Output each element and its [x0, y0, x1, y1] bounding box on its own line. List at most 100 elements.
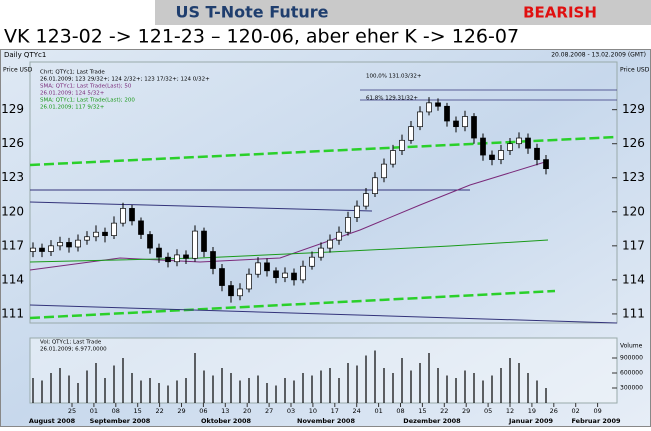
- legend-entry: Chrt; QTYc1; Last Trade: [40, 70, 105, 76]
- month-label: Januar 2009: [508, 417, 553, 425]
- fib-label: 61,8% 129.31/32+: [366, 96, 418, 102]
- candle-body: [120, 208, 126, 224]
- candle-body: [192, 230, 198, 259]
- y-tick-label: 129: [1, 102, 24, 116]
- y-tick-label: 123: [622, 170, 645, 184]
- volume-tick-label: 900000: [620, 355, 643, 362]
- candle-body: [426, 102, 432, 113]
- candle-body: [399, 139, 405, 151]
- x-tick-label: 06: [199, 407, 207, 415]
- candle-body: [93, 231, 99, 238]
- instrument: Daily QTYc1: [4, 51, 46, 59]
- candle-body: [354, 205, 360, 218]
- x-tick-label: 10: [309, 407, 317, 415]
- x-tick-label: 09: [593, 407, 601, 415]
- y-tick-label: 120: [622, 204, 645, 218]
- y-tick-label: 123: [1, 170, 24, 184]
- candle-body: [264, 262, 270, 272]
- header-bar: [155, 0, 651, 25]
- month-label: Oktober 2008: [201, 417, 252, 425]
- sma-50: [29, 161, 546, 271]
- legend-entry: SMA; QTYc1; Last Trade(Last); 200: [40, 98, 135, 104]
- candle-body: [255, 262, 261, 275]
- legend-entry: SMA; QTYc1; Last Trade(Last); 50: [40, 84, 132, 90]
- candle-body: [165, 256, 171, 263]
- candle-body: [516, 137, 522, 145]
- x-tick-label: 08: [112, 407, 120, 415]
- candle-body: [309, 256, 315, 267]
- x-tick-label: 22: [155, 407, 163, 415]
- x-tick-label: 26: [550, 407, 558, 415]
- candle-body: [408, 126, 414, 141]
- x-tick-label: 20: [243, 407, 251, 415]
- candle-body: [534, 147, 540, 160]
- price-panel: [29, 61, 618, 324]
- candle-body: [57, 242, 63, 247]
- candle-body: [201, 230, 207, 252]
- candle-body: [543, 159, 549, 170]
- month-label: November 2008: [297, 417, 355, 425]
- volume-panel: [29, 337, 618, 404]
- header-title: US T-Note Future: [175, 3, 328, 22]
- x-tick-label: 12: [506, 407, 514, 415]
- candle-body: [471, 116, 477, 139]
- candle-body: [39, 247, 45, 252]
- candle-body: [228, 285, 234, 297]
- month-label: Dezember 2008: [403, 417, 461, 425]
- x-tick-label: 24: [353, 407, 361, 415]
- candle-body: [183, 254, 189, 259]
- volume-label: Volume: [620, 343, 643, 350]
- support-line: [29, 304, 618, 324]
- x-tick-label: 01: [374, 407, 382, 415]
- y-tick-label: 111: [622, 306, 645, 320]
- candle-body: [138, 220, 144, 235]
- volume-legend: 26.01.2009; 6.977,0000: [40, 347, 107, 353]
- candle-body: [444, 105, 450, 122]
- x-tick-label: 22: [440, 407, 448, 415]
- trend-line: [29, 289, 556, 320]
- x-tick-label: 02: [572, 407, 580, 415]
- month-label: August 2008: [29, 417, 76, 425]
- candle-body: [246, 273, 252, 290]
- y-tick-label: 114: [1, 272, 24, 286]
- y-tick-label: 114: [622, 272, 645, 286]
- y-tick-label: 129: [622, 102, 645, 116]
- candle-body: [48, 245, 54, 252]
- month-label: September 2008: [90, 417, 151, 425]
- header-signal: BEARISH: [523, 4, 597, 22]
- y-tick-label: 117: [1, 238, 24, 252]
- volume-tick-label: 300000: [620, 385, 643, 392]
- candle-body: [507, 143, 513, 151]
- candle-body: [480, 137, 486, 156]
- x-tick-label: 25: [68, 407, 76, 415]
- x-tick-label: 27: [265, 407, 273, 415]
- candle-body: [345, 217, 351, 233]
- candle-body: [75, 239, 81, 248]
- axis-label-right: Price USD: [620, 67, 650, 74]
- x-tick-label: 29: [177, 407, 185, 415]
- x-tick-label: 13: [221, 407, 229, 415]
- x-tick-label: 08: [396, 407, 404, 415]
- candle-body: [300, 265, 306, 281]
- candle-body: [489, 154, 495, 160]
- y-tick-label: 117: [622, 238, 645, 252]
- candle-body: [210, 251, 216, 269]
- axis-label-left: Price USD: [3, 67, 33, 74]
- candle-body: [237, 288, 243, 297]
- x-tick-label: 29: [462, 407, 470, 415]
- month-label: Februar 2009: [571, 417, 620, 425]
- fib-label: 100,0% 131.03/32+: [366, 74, 422, 80]
- y-tick-label: 111: [1, 306, 24, 320]
- volume-tick-label: 600000: [620, 370, 643, 377]
- candle-body: [156, 247, 162, 258]
- subtitle: VK 123-02 -> 121-23 – 120-06, aber eher …: [4, 26, 519, 48]
- legend-entry: 26.01.2009; 124 5/32+: [40, 91, 105, 97]
- candle-body: [381, 163, 387, 179]
- candle-body: [291, 272, 297, 281]
- x-tick-label: 17: [331, 407, 339, 415]
- candle-body: [372, 177, 378, 194]
- candle-body: [435, 102, 441, 107]
- x-tick-label: 05: [484, 407, 492, 415]
